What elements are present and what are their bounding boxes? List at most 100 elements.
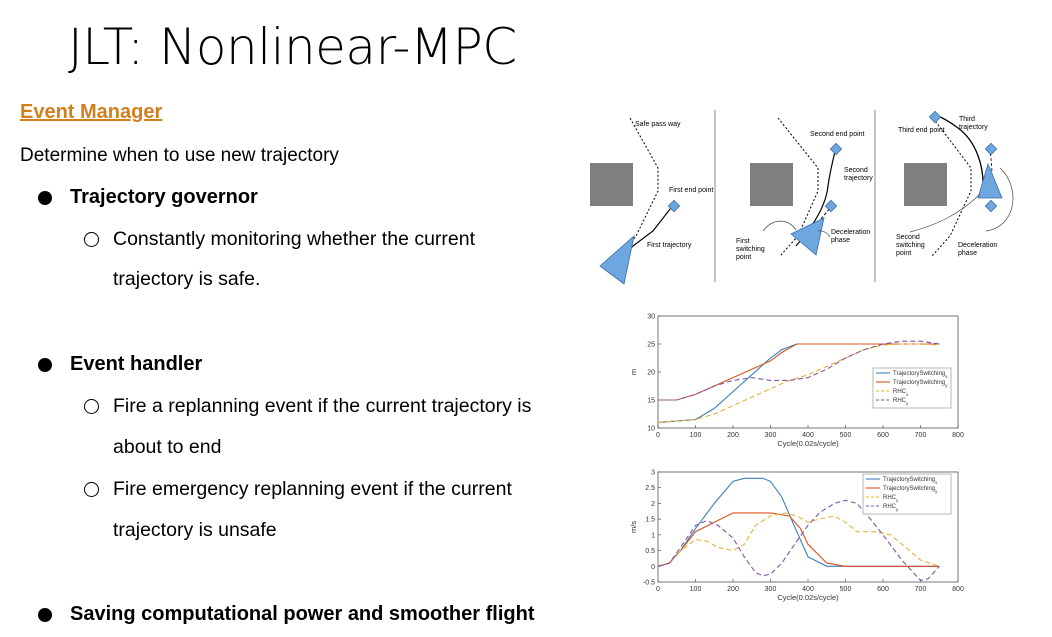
x-tick-label: 200 <box>727 586 739 593</box>
y-tick-label: 0.5 <box>645 548 655 555</box>
y-tick-label: 15 <box>647 398 655 405</box>
sub-bullet-continuation: trajectory is unsafe <box>113 519 277 541</box>
callout-line <box>762 220 797 232</box>
label-safe-pass-way: Safe pass way <box>635 121 681 128</box>
bullet-event-handler: Event handler <box>38 353 202 376</box>
x-tick-label: 400 <box>802 586 814 593</box>
end-point-marker <box>824 199 838 213</box>
label-first-end-point: First end point <box>669 187 713 194</box>
label-third-trajectory: trajectory <box>959 124 988 131</box>
bullet-label: Saving computational power and smoother … <box>70 603 535 625</box>
label-switching-point: point <box>896 250 911 257</box>
slide-title: JLT: Nonlinear-MPC <box>68 18 517 76</box>
callout-line <box>985 167 1014 232</box>
obstacle <box>590 163 633 206</box>
bullet-saving-power: Saving computational power and smoother … <box>38 603 534 626</box>
legend-label: RHCy <box>883 504 899 512</box>
legend-box <box>872 367 952 409</box>
safe-pass-boundary <box>619 117 659 257</box>
label-third-end-point: Third end point <box>898 127 945 134</box>
label-second-trajectory: trajectory <box>844 175 873 182</box>
obstacle <box>904 163 947 206</box>
y-tick-label: 1.5 <box>645 517 655 524</box>
end-point-marker <box>928 110 942 124</box>
y-tick-label: 30 <box>647 314 655 321</box>
end-point-marker <box>829 142 843 156</box>
label-switching-point: First <box>736 238 750 245</box>
y-axis-label: m <box>629 369 638 375</box>
position-chart: 0 100 200 300 400 500 600 700 800 10 15 20 25 30 Cycle… <box>629 314 964 449</box>
legend-label: RHCx <box>883 495 899 503</box>
sub-bullet-text: Fire emergency replanning event if the c… <box>113 478 512 500</box>
bullet-dot-icon <box>38 190 52 205</box>
legend-label: TrajectorySwitchingy <box>883 486 938 494</box>
bullet-dot-icon <box>38 607 52 622</box>
legend-label: TrajectorySwitchingx <box>883 477 938 485</box>
label-deceleration-phase: Deceleration <box>958 242 997 249</box>
y-tick-label: 10 <box>647 426 655 433</box>
bullet-ring-icon <box>84 232 99 247</box>
y-tick-label: -0.5 <box>643 580 655 587</box>
legend-box <box>862 473 952 515</box>
label-third-trajectory: Third <box>959 116 975 123</box>
label-deceleration-phase: phase <box>831 237 850 244</box>
series-line <box>658 340 940 401</box>
y-tick-label: 20 <box>647 370 655 377</box>
end-point-marker <box>667 199 681 213</box>
sub-bullet-continuation: trajectory is safe. <box>113 268 261 290</box>
y-tick-label: 2 <box>651 501 655 508</box>
drone-icon <box>790 217 825 256</box>
label-switching-point: switching <box>896 242 925 249</box>
sub-bullet: Constantly monitoring whether the curren… <box>84 228 475 251</box>
label-second-end-point: Second end point <box>810 131 865 138</box>
y-tick-label: 0 <box>651 564 655 571</box>
legend-label: TrajectorySwitchingx <box>893 371 948 379</box>
legend-label: RHCy <box>893 398 909 406</box>
bullet-ring-icon <box>84 399 99 414</box>
bullet-trajectory-governor: Trajectory governor <box>38 186 258 209</box>
label-first-trajectory: First trajectory <box>647 242 692 249</box>
bullet-dot-icon <box>38 357 52 372</box>
bullet-label: Trajectory governor <box>70 186 258 208</box>
sub-bullet-text: Constantly monitoring whether the curren… <box>113 228 476 250</box>
legend-label: TrajectorySwitchingy <box>893 380 948 388</box>
y-tick-label: 25 <box>647 342 655 349</box>
drone-icon <box>599 234 635 285</box>
sub-bullet-continuation: about to end <box>113 436 222 458</box>
label-switching-point: switching <box>736 246 765 253</box>
x-tick-label: 600 <box>877 432 889 439</box>
label-second-trajectory: Second <box>844 167 868 174</box>
description: Determine when to use new trajectory <box>20 145 339 166</box>
callout-line <box>909 193 981 233</box>
x-axis-label: Cycle(0.02s/cycle) <box>777 593 839 602</box>
callout-line <box>817 230 831 238</box>
x-tick-label: 0 <box>656 586 660 593</box>
velocity-chart: 0 100 200 300 400 500 600 700 800-0.500.511.522.… <box>629 470 964 603</box>
safe-pass-boundary <box>931 117 972 257</box>
trajectory-diagram: Safe pass way First end point First traj… <box>590 110 1014 285</box>
sub-bullet: Fire emergency replanning event if the c… <box>84 478 512 501</box>
x-tick-label: 200 <box>727 432 739 439</box>
x-axis-label: Cycle(0.02s/cycle) <box>777 439 839 448</box>
x-tick-label: 300 <box>765 586 777 593</box>
end-point-marker <box>984 199 998 213</box>
sub-bullet: Fire a replanning event if the current t… <box>84 395 531 418</box>
x-tick-label: 800 <box>952 586 964 593</box>
safe-pass-boundary <box>777 117 819 257</box>
y-tick-label: 1 <box>651 532 655 539</box>
x-tick-label: 400 <box>802 432 814 439</box>
sub-bullet-text: Fire a replanning event if the current t… <box>113 395 532 417</box>
x-tick-label: 500 <box>840 586 852 593</box>
x-tick-label: 700 <box>915 586 927 593</box>
label-deceleration-phase: Deceleration <box>831 229 870 236</box>
bullet-ring-icon <box>84 482 99 497</box>
section-heading: Event Manager <box>20 101 163 123</box>
x-tick-label: 800 <box>952 432 964 439</box>
series-line <box>657 512 940 567</box>
end-point-marker <box>984 142 998 156</box>
series-line <box>657 512 940 567</box>
series-line <box>657 343 940 423</box>
y-tick-label: 2.5 <box>645 485 655 492</box>
series-line <box>657 499 940 582</box>
x-tick-label: 0 <box>656 432 660 439</box>
